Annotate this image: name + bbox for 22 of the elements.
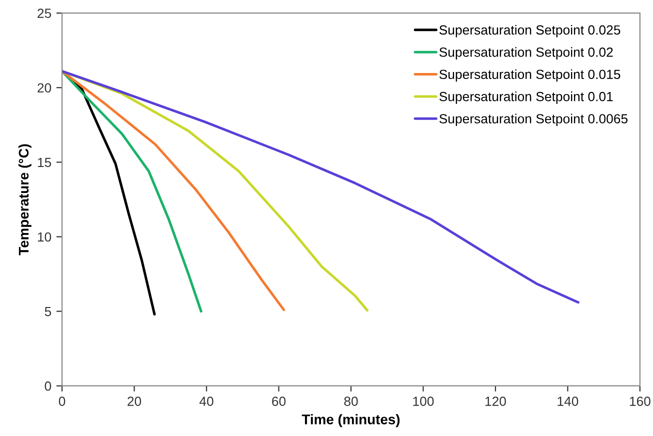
y-tick-label: 15 [38,158,52,168]
y-tick-label: 10 [38,232,52,242]
legend-label: Supersaturation Setpoint 0.025 [439,24,620,38]
x-tick-label: 40 [199,396,214,406]
y-tick-label: 5 [44,307,52,316]
x-tick-label: 160 [630,396,650,406]
y-tick-label: 20 [38,83,52,93]
x-tick-label: 120 [485,396,506,406]
x-tick-label: 140 [558,396,578,406]
legend-label: Supersaturation Setpoint 0.02 [439,47,613,60]
x-axis-title: Time (minutes) [302,414,400,428]
legend-label: Supersaturation Setpoint 0.01 [439,92,613,104]
x-tick-label: 60 [272,396,286,406]
legend-label: Supersaturation Setpoint 0.0065 [439,114,628,126]
y-axis-title: Temperature (°C) [18,144,32,256]
legend-label: Supersaturation Setpoint 0.015 [439,69,620,82]
x-tick-label: 20 [128,396,142,406]
x-tick-label: 100 [413,396,434,406]
y-tick-label: 0 [44,381,52,391]
x-tick-label: 0 [58,396,66,406]
x-tick-label: 80 [344,396,358,406]
y-tick-label: 25 [38,8,52,18]
